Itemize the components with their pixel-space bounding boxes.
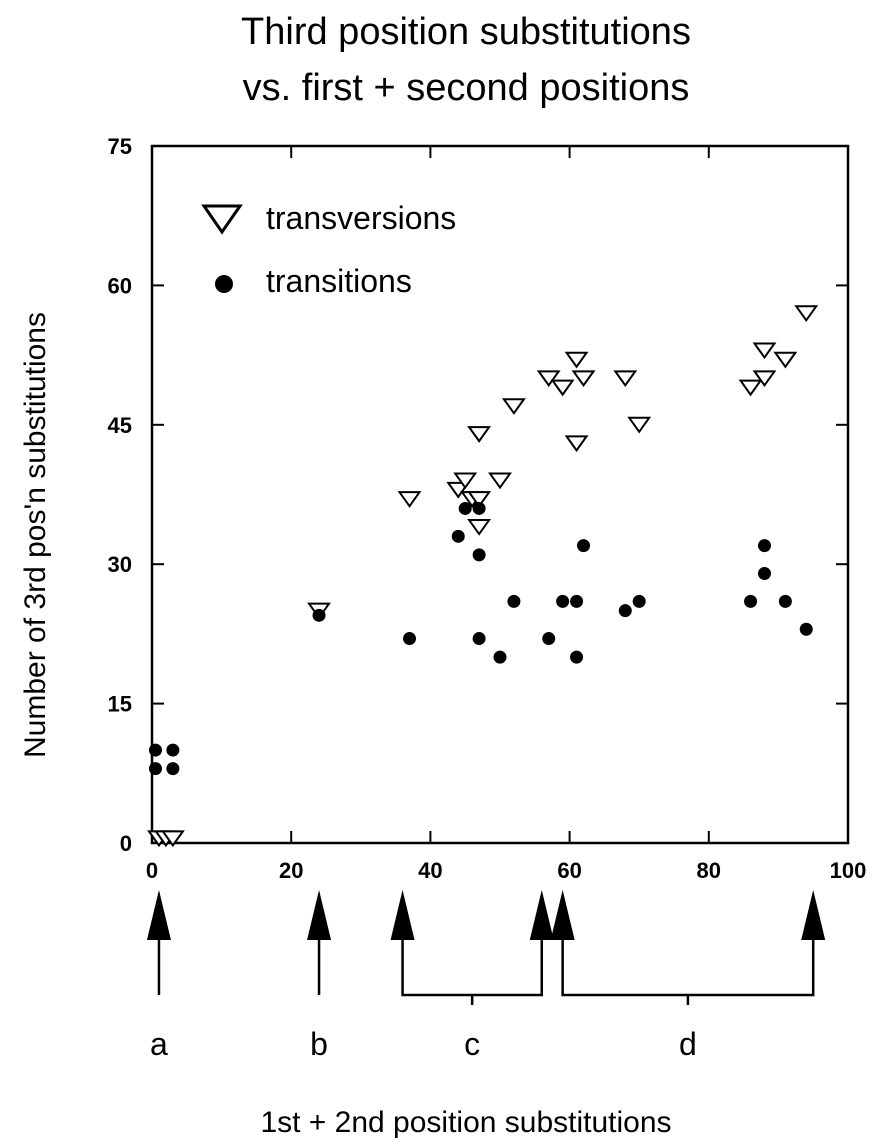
transition-point xyxy=(472,501,486,515)
transversion-point xyxy=(564,351,589,369)
transition-point xyxy=(166,743,180,757)
transition-point xyxy=(166,762,180,776)
transition-point xyxy=(458,501,472,515)
group-arrowhead xyxy=(801,890,826,940)
transversion-point xyxy=(571,370,596,388)
group-bracket xyxy=(561,940,815,997)
y-tick-label: 75 xyxy=(108,134,132,159)
transversion-point xyxy=(773,351,798,369)
x-tick-label: 100 xyxy=(830,858,867,883)
tick-marks xyxy=(151,145,849,844)
transversion-point xyxy=(467,491,492,508)
x-tick-label: 40 xyxy=(418,858,442,883)
transversion-point xyxy=(752,370,777,388)
transition-point xyxy=(757,566,771,580)
transition-point xyxy=(570,594,584,608)
transition-point xyxy=(632,594,646,608)
group-bracket xyxy=(401,940,544,997)
transition-point xyxy=(451,529,465,543)
y-tick-labels: 0 15 30 45 60 75 xyxy=(108,134,132,856)
transversion-point xyxy=(564,435,589,453)
y-tick-label: 15 xyxy=(108,692,132,717)
x-tick-label: 20 xyxy=(279,858,303,883)
group-brackets: a b c d xyxy=(146,890,826,1062)
x-tick-labels: 0 20 40 60 80 100 xyxy=(146,858,866,883)
transversion-point xyxy=(160,830,185,848)
x-tick-label: 80 xyxy=(697,858,721,883)
legend-triangle-marker xyxy=(201,204,243,235)
y-tick-label: 45 xyxy=(108,413,132,438)
transversion-point xyxy=(467,426,492,443)
transversion-point xyxy=(738,379,763,397)
x-tick-label: 60 xyxy=(557,858,581,883)
transversion-point xyxy=(397,491,422,508)
transition-point xyxy=(570,650,584,664)
transversion-point xyxy=(501,398,526,415)
data-points xyxy=(147,305,819,848)
transversion-point xyxy=(467,519,492,536)
y-tick-label: 60 xyxy=(108,273,132,298)
transition-point xyxy=(148,743,162,757)
transversion-point xyxy=(453,472,478,490)
transition-point xyxy=(577,539,591,553)
legend-label-transitions: transitions xyxy=(266,263,412,299)
group-arrowhead xyxy=(529,890,554,940)
transition-point xyxy=(493,650,507,664)
group-arrowhead xyxy=(550,890,575,940)
y-axis-title: Number of 3rd pos'n substitutions xyxy=(19,312,52,758)
transversion-point xyxy=(613,370,638,388)
transition-point xyxy=(507,594,521,608)
transversion-point xyxy=(536,370,561,388)
transition-point xyxy=(472,548,486,562)
transition-point xyxy=(312,608,326,622)
transversion-point xyxy=(752,342,777,360)
transition-point xyxy=(778,594,792,608)
chart-title: Third position substitutions xyxy=(241,11,691,53)
x-tick-label: 0 xyxy=(146,858,158,883)
legend-label-transversions: transversions xyxy=(266,200,456,236)
transition-point xyxy=(744,594,758,608)
transition-point xyxy=(542,632,556,646)
transition-point xyxy=(472,632,486,646)
transition-point xyxy=(618,604,632,618)
group-label-a: a xyxy=(150,1026,168,1062)
group-label-b: b xyxy=(310,1026,328,1062)
plot-area-frame xyxy=(150,144,850,845)
transversion-point xyxy=(627,416,652,434)
group-arrowhead xyxy=(307,890,332,940)
transversion-point xyxy=(794,305,819,323)
transition-point xyxy=(799,622,813,636)
y-tick-label: 0 xyxy=(120,831,132,856)
transition-point xyxy=(148,762,162,776)
legend: transversions transitions xyxy=(201,200,456,299)
transversion-point xyxy=(488,472,512,490)
x-axis-title: 1st + 2nd position substitutions xyxy=(260,1106,671,1139)
group-label-d: d xyxy=(679,1026,697,1062)
group-arrowhead xyxy=(146,890,171,940)
y-tick-label: 30 xyxy=(108,552,132,577)
transition-point xyxy=(556,594,570,608)
legend-circle-marker xyxy=(215,275,233,293)
chart-subtitle: vs. first + second positions xyxy=(243,67,690,109)
transition-point xyxy=(757,539,771,553)
group-arrowhead xyxy=(390,890,415,940)
transition-point xyxy=(403,632,417,646)
transversion-point xyxy=(550,379,575,397)
group-label-c: c xyxy=(464,1026,480,1062)
